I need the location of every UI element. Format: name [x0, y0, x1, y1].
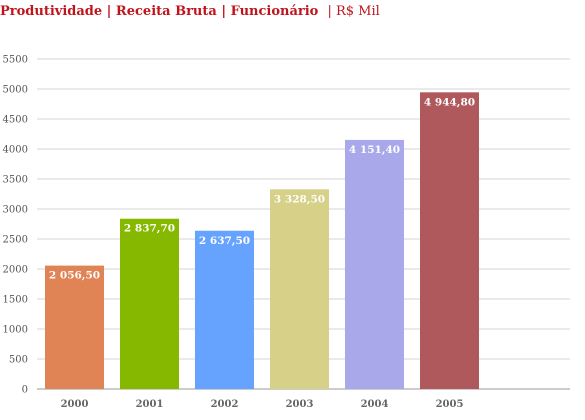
- bar-2004: [345, 139, 404, 389]
- bar-2000: [45, 265, 104, 389]
- chart-title: Produtividade | Receita Bruta | Funcioná…: [0, 0, 380, 19]
- data-label: 4 944,80: [424, 96, 475, 108]
- y-axis: 0 500 1000 1500 2000 2500 3000 3500 4000 4500 5000…: [3, 55, 28, 396]
- x-tick-label: 2003: [286, 399, 314, 410]
- y-tick-label: 5500: [3, 55, 28, 66]
- x-tick-label: 2000: [61, 399, 89, 410]
- bar-2005: [420, 92, 479, 389]
- y-tick-label: 4500: [3, 115, 28, 126]
- y-tick-label: 5000: [3, 85, 28, 96]
- y-tick-label: 3500: [3, 175, 28, 186]
- y-tick-label: 0: [22, 385, 28, 396]
- chart-title-unit: | R$ Mil: [327, 4, 379, 19]
- data-label: 2 837,70: [124, 223, 175, 235]
- data-label: 4 151,40: [349, 144, 400, 156]
- x-tick-label: 2001: [136, 399, 164, 410]
- y-tick-label: 500: [9, 355, 28, 366]
- data-label: 2 056,50: [49, 270, 100, 282]
- bar-2001: [120, 218, 179, 389]
- y-tick-label: 4000: [3, 145, 28, 156]
- data-label: 2 637,50: [199, 235, 250, 247]
- data-label: 3 328,50: [274, 193, 325, 205]
- y-tick-label: 3000: [3, 205, 28, 216]
- y-tick-label: 1000: [3, 325, 28, 336]
- x-tick-label: 2002: [211, 399, 239, 410]
- bars: 2 056,50 2 837,70 2 637,50 3 328,50 4 151,40…: [45, 92, 479, 389]
- chart-title-main: Produtividade | Receita Bruta | Funcioná…: [0, 4, 319, 19]
- y-tick-label: 2500: [3, 235, 28, 246]
- x-axis: 2000 2001 2002 2003 2004 2005: [61, 399, 464, 410]
- y-tick-label: 2000: [3, 265, 28, 276]
- bar-2002: [195, 230, 254, 389]
- x-tick-label: 2004: [361, 399, 389, 410]
- x-tick-label: 2005: [436, 399, 464, 410]
- y-tick-label: 1500: [3, 295, 28, 306]
- bar-2003: [270, 189, 329, 389]
